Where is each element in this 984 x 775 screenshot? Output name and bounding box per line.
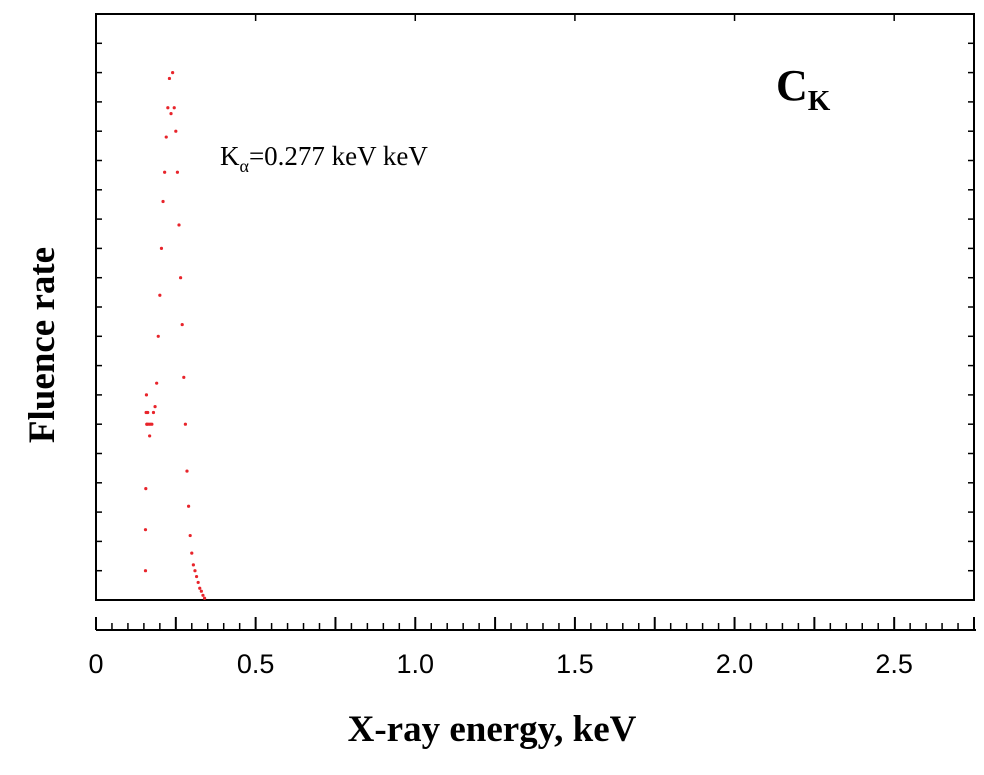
data-point [144, 393, 149, 397]
x-tick-label: 2.5 [875, 649, 913, 679]
data-point [193, 569, 197, 573]
x-axis-ticks [95, 617, 975, 630]
data-point [183, 422, 187, 426]
data-points [143, 71, 207, 600]
data-point [156, 334, 160, 338]
data-point [198, 586, 202, 590]
data-point [174, 129, 178, 133]
data-point [185, 469, 189, 473]
data-point [150, 422, 154, 426]
data-point [180, 322, 184, 327]
data-point [175, 170, 180, 174]
data-point [167, 76, 172, 81]
data-point [155, 381, 159, 385]
data-point [196, 580, 200, 585]
data-point [161, 199, 165, 204]
x-tick-label: 0.5 [237, 649, 275, 679]
data-point [146, 410, 150, 415]
data-point [199, 589, 203, 593]
x-tick-label: 1.5 [556, 649, 594, 679]
data-point [202, 596, 207, 600]
data-point [179, 276, 183, 280]
data-point [190, 551, 194, 555]
element-label: CK [776, 61, 831, 117]
data-point [201, 593, 205, 597]
data-point [188, 533, 192, 538]
data-point [166, 106, 170, 110]
data-point [171, 71, 175, 75]
data-point [153, 405, 157, 409]
data-point [144, 487, 148, 491]
data-point [169, 112, 173, 116]
data-point [164, 135, 168, 139]
data-point [191, 563, 195, 567]
data-point [172, 106, 176, 110]
data-point [148, 434, 152, 438]
data-point [143, 528, 148, 532]
x-axis-title: X-ray energy, keV [348, 709, 637, 750]
data-point [186, 504, 191, 508]
x-tick-labels: 0 0.5 1.0 1.5 2.0 2.5 [88, 649, 912, 679]
data-point [194, 574, 199, 579]
data-point [158, 293, 162, 297]
peak-annotation: Kα=0.277 keV keV [220, 141, 428, 176]
data-point [143, 569, 148, 573]
x-tick-label: 0 [88, 649, 103, 679]
data-point [163, 170, 167, 174]
data-point [151, 410, 156, 415]
data-point [159, 246, 164, 250]
data-point [182, 375, 186, 379]
plot-frame [95, 13, 975, 601]
data-point [177, 223, 181, 227]
y-axis-ticks [95, 13, 974, 572]
x-tick-label: 1.0 [396, 649, 434, 679]
x-tick-label: 2.0 [716, 649, 754, 679]
y-axis-title: Fluence rate [22, 247, 63, 443]
